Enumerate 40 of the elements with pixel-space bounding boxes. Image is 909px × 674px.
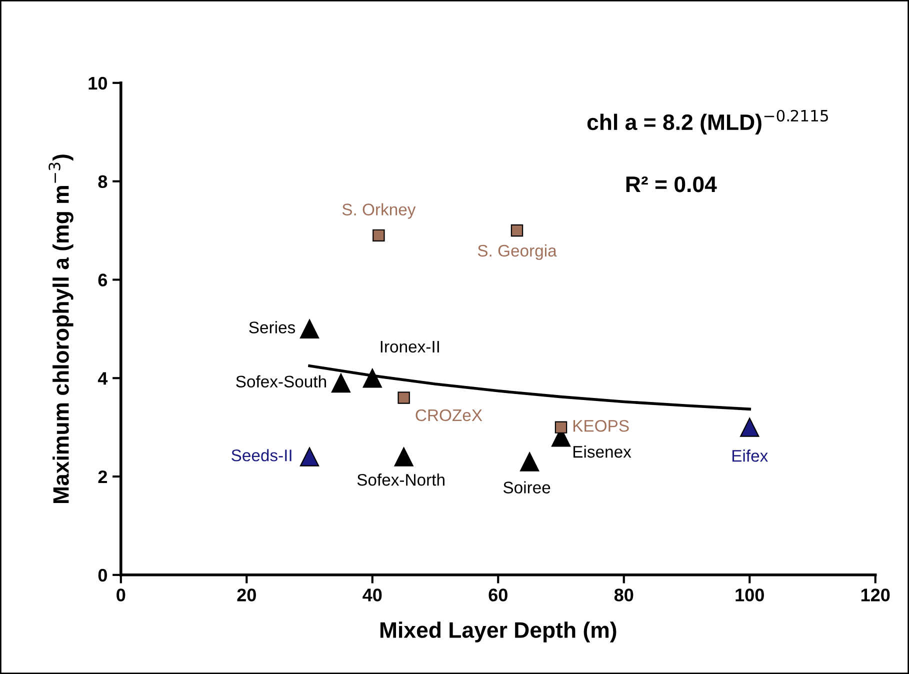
x-tick-label: 80 xyxy=(614,588,634,602)
x-tick-label: 100 xyxy=(736,588,764,602)
point xyxy=(372,229,385,242)
y-axis-title: Maximum chlorophyll a (mg m$^{−3}$) xyxy=(48,154,74,503)
point xyxy=(520,452,540,472)
series-label: Series xyxy=(249,321,296,334)
x-tick-label: 60 xyxy=(488,588,508,602)
annotation: R² = 0.04 xyxy=(626,176,717,192)
point xyxy=(398,392,410,404)
series-label: Sofex-North xyxy=(357,474,444,486)
y-tick-label: 4 xyxy=(98,372,108,385)
point xyxy=(394,447,414,466)
y-tick-label: 10 xyxy=(88,76,107,90)
x-tick-label: 20 xyxy=(237,588,256,602)
y-tick-label: 8 xyxy=(98,175,108,188)
series-label: Sofex-South xyxy=(236,375,326,388)
series-label: KEOPS xyxy=(573,420,629,432)
series-label: Ironex-II xyxy=(380,340,439,353)
point xyxy=(740,418,760,437)
annotation: chl a = 8.2 (MLD)$^{−0.2115}$ xyxy=(587,110,828,134)
x-axis-title: Mixed Layer Depth (m) xyxy=(380,622,616,642)
x-tick-label: 0 xyxy=(116,588,126,602)
y-tick-label: 2 xyxy=(98,470,107,484)
series-label: Eisenex xyxy=(573,445,632,458)
series-label: CROZeX xyxy=(416,409,482,422)
point xyxy=(300,447,320,466)
series-label: Soiree xyxy=(503,481,550,494)
x-tick-label: 120 xyxy=(861,588,890,602)
point xyxy=(510,224,524,237)
series-label: S. Orkney xyxy=(342,203,416,219)
series-label: S. Georgia xyxy=(478,244,557,260)
x-tick-label: 40 xyxy=(362,588,382,602)
y-tick-label: 6 xyxy=(98,274,108,286)
point xyxy=(554,421,568,434)
point xyxy=(300,319,320,338)
y-tick-label: 0 xyxy=(98,568,107,582)
point xyxy=(331,373,351,393)
series-label: Eifex xyxy=(732,450,768,462)
point xyxy=(362,368,382,388)
series-label: Seeds-II xyxy=(232,449,292,462)
